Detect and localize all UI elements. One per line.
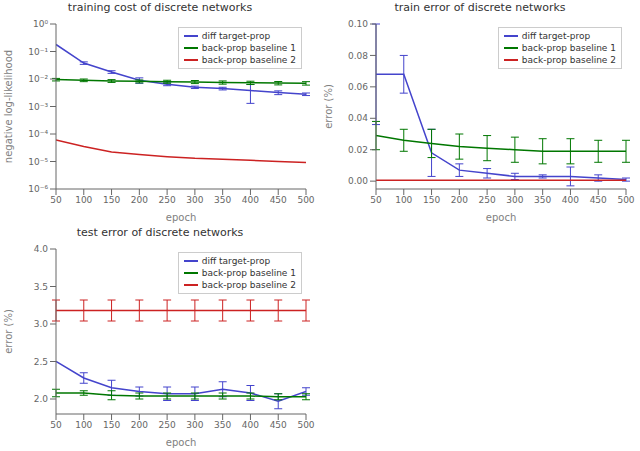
svg-text:10⁰: 10⁰: [33, 19, 48, 29]
svg-text:500: 500: [297, 195, 314, 205]
svg-text:400: 400: [242, 195, 259, 205]
svg-text:250: 250: [479, 195, 496, 205]
svg-text:100: 100: [395, 195, 412, 205]
svg-text:2.5: 2.5: [34, 357, 48, 367]
svg-text:3.0: 3.0: [34, 319, 49, 329]
svg-text:50: 50: [370, 195, 382, 205]
svg-text:epoch: epoch: [486, 212, 516, 223]
svg-text:300: 300: [506, 195, 523, 205]
svg-text:450: 450: [590, 195, 607, 205]
html-text:diff target-prop: diff target-prop: [201, 31, 271, 41]
svg-text:150: 150: [423, 195, 440, 205]
html-text:back-prop baseline 1: back-prop baseline 1: [521, 43, 616, 53]
svg-text:negative log-likelihood: negative log-likelihood: [8, 50, 14, 163]
svg-text:10⁻⁴: 10⁻⁴: [28, 129, 48, 139]
svg-text:10⁻³: 10⁻³: [28, 102, 48, 112]
svg-text:0.00: 0.00: [348, 176, 368, 186]
svg-text:2.0: 2.0: [34, 394, 49, 404]
html-text:test error of discrete network: test error of discrete networks: [76, 226, 244, 239]
svg-text:300: 300: [186, 420, 203, 430]
html-text:back-prop baseline 2: back-prop baseline 2: [201, 55, 296, 65]
html-text:diff target-prop: diff target-prop: [201, 256, 271, 266]
svg-text:250: 250: [159, 420, 176, 430]
svg-text:150: 150: [103, 195, 120, 205]
svg-text:10⁻²: 10⁻²: [28, 74, 48, 84]
svg-text:50: 50: [50, 195, 62, 205]
svg-text:epoch: epoch: [166, 212, 196, 223]
svg-text:200: 200: [131, 195, 148, 205]
svg-text:10⁻⁵: 10⁻⁵: [28, 157, 48, 167]
svg-text:50: 50: [50, 420, 62, 430]
svg-text:error (%): error (%): [323, 84, 334, 129]
svg-text:450: 450: [270, 420, 287, 430]
html-text:back-prop baseline 1: back-prop baseline 1: [201, 268, 296, 278]
svg-text:0.10: 0.10: [348, 19, 368, 29]
svg-text:10⁻⁶: 10⁻⁶: [28, 184, 48, 194]
svg-text:3.5: 3.5: [34, 282, 48, 292]
html-text:back-prop baseline 1: back-prop baseline 1: [201, 43, 296, 53]
html-text:train error of discrete networ: train error of discrete networks: [394, 1, 566, 14]
svg-text:150: 150: [103, 420, 120, 430]
svg-text:350: 350: [214, 420, 231, 430]
svg-text:0.04: 0.04: [348, 113, 368, 123]
svg-text:450: 450: [270, 195, 287, 205]
svg-text:200: 200: [451, 195, 468, 205]
svg-text:100: 100: [75, 195, 92, 205]
svg-text:epoch: epoch: [166, 437, 196, 448]
html-text:training cost of discrete netw: training cost of discrete networks: [67, 1, 253, 14]
html-text:diff target-prop: diff target-prop: [521, 31, 591, 41]
svg-text:400: 400: [562, 195, 579, 205]
svg-text:0.06: 0.06: [348, 82, 368, 92]
svg-text:250: 250: [159, 195, 176, 205]
svg-text:350: 350: [534, 195, 551, 205]
svg-text:10⁻¹: 10⁻¹: [28, 47, 48, 57]
svg-text:4.0: 4.0: [34, 244, 49, 254]
svg-text:0.02: 0.02: [348, 145, 368, 155]
svg-text:400: 400: [242, 420, 259, 430]
svg-text:300: 300: [186, 195, 203, 205]
svg-text:350: 350: [214, 195, 231, 205]
svg-text:100: 100: [75, 420, 92, 430]
html-text:back-prop baseline 2: back-prop baseline 2: [521, 55, 616, 65]
svg-text:200: 200: [131, 420, 148, 430]
svg-text:error (%): error (%): [8, 309, 14, 354]
svg-text:500: 500: [617, 195, 632, 205]
html-text:back-prop baseline 2: back-prop baseline 2: [201, 280, 296, 290]
svg-text:500: 500: [297, 420, 314, 430]
svg-text:0.08: 0.08: [348, 51, 368, 61]
